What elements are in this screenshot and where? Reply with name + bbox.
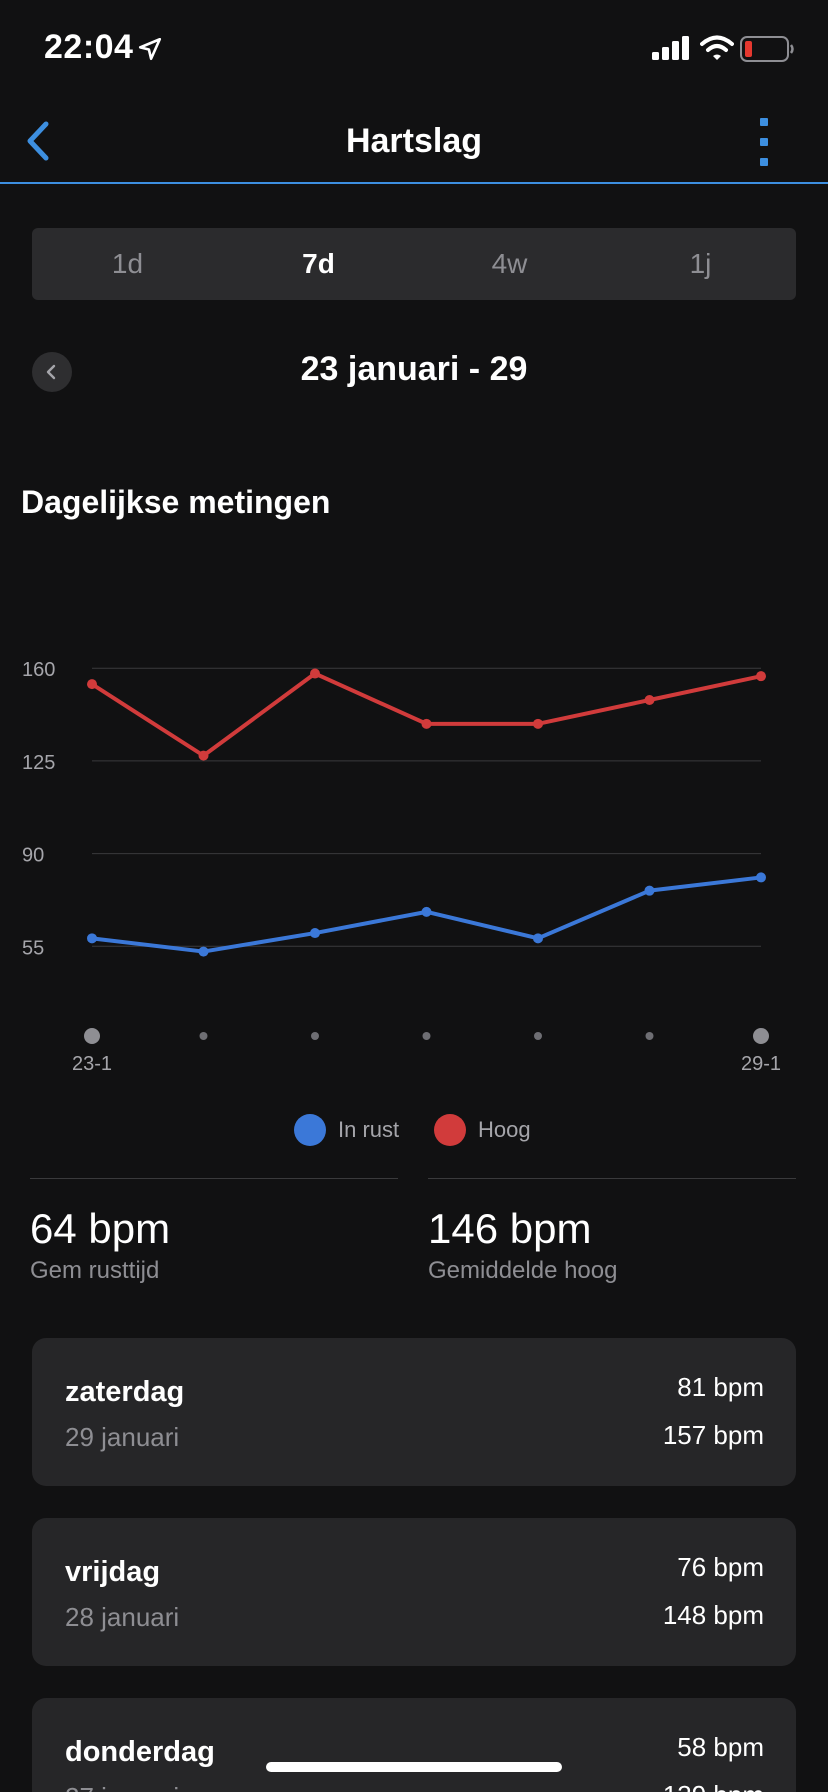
y-tick-label: 160 [22,659,55,681]
y-tick-label: 125 [22,752,55,774]
legend-rest-label: In rust [338,1117,400,1142]
heart-rate-chart: 160 125 90 55 23-1 29-1 [22,659,781,1075]
series-line [90,671,763,758]
x-tick-label: 23-1 [72,1053,112,1075]
legend-item-rest: In rust [294,1112,399,1148]
day-rest-value: 81 bpm [677,1372,764,1402]
stat-average-high: 146 bpm Gemiddelde hoog [428,1178,796,1285]
data-point [87,679,97,690]
day-rest-value: 58 bpm [677,1732,764,1762]
day-high-value: 157 bpm [662,1420,764,1450]
day-card[interactable]: zaterdag 29 januari 81 bpm 157 bpm [32,1338,796,1486]
previous-period-button[interactable] [32,352,72,392]
wifi-icon [700,35,734,60]
status-time: 22:04 [44,28,134,66]
y-tick-label: 55 [22,937,44,959]
data-point [87,933,97,944]
day-name: zaterdag [65,1376,185,1408]
stat-label: Gem rusttijd [30,1257,160,1284]
x-axis-marker [645,1032,654,1040]
stat-value: 146 bpm [428,1205,592,1252]
x-axis-marker [753,1028,769,1044]
data-point [310,668,320,679]
x-axis-marker [534,1032,542,1040]
location-arrow-icon [138,37,162,61]
data-point [421,718,432,729]
more-options-icon[interactable] [752,114,776,170]
page-title: Hartslag [345,122,483,160]
legend-rest-swatch [294,1114,326,1146]
day-high-value: 148 bpm [662,1600,764,1630]
back-chevron-icon[interactable] [18,114,62,168]
tab-1d[interactable]: 1d [111,248,144,279]
day-card[interactable]: donderdag 27 januari 58 bpm 139 bpm [32,1698,796,1792]
x-tick-label: 29-1 [741,1053,781,1075]
day-date: 29 januari [65,1422,180,1452]
day-date: 28 januari [65,1602,180,1632]
data-point [644,885,655,896]
legend-high-label: Hoog [478,1117,531,1142]
chart-legend: In rust Hoog [0,1112,828,1148]
stat-average-rest: 64 bpm Gem rusttijd [30,1178,398,1285]
day-high-value: 139 bpm [663,1780,764,1792]
data-point [198,946,209,957]
x-axis-marker [311,1032,319,1040]
home-indicator [266,1762,562,1772]
section-title: Dagelijkse metingen [21,484,331,520]
stat-value: 64 bpm [30,1205,171,1252]
y-tick-label: 90 [22,845,44,867]
period-selector: 1d 7d 4w 1j [32,228,796,300]
tab-4w[interactable]: 4w [491,248,528,279]
day-name: donderdag [65,1736,215,1768]
tab-7d[interactable]: 7d [302,248,335,279]
x-axis-marker [422,1032,431,1040]
status-bar: 22:04 [0,0,828,100]
data-point [198,750,209,761]
stat-label: Gemiddelde hoog [428,1257,618,1284]
battery-low-icon [740,36,794,62]
x-axis-marker [84,1028,100,1044]
legend-item-high: Hoog [434,1112,531,1148]
data-point [421,906,432,917]
x-axis-marker [199,1032,208,1040]
day-card[interactable]: vrijdag 28 januari 76 bpm 148 bpm [32,1518,796,1666]
day-rest-value: 76 bpm [677,1552,764,1582]
data-point [310,928,320,939]
chevron-left-icon [46,364,56,380]
tab-1j[interactable]: 1j [689,248,712,279]
data-point [756,671,766,682]
data-point [533,933,543,944]
data-point [533,718,543,729]
navigation-bar: Hartslag [0,100,828,184]
data-point [644,695,655,706]
cellular-signal-icon [652,36,689,60]
day-date: 27 januari [65,1782,179,1792]
data-point [756,872,766,883]
legend-high-swatch [434,1114,466,1146]
day-name: vrijdag [65,1556,161,1588]
date-range: 23 januari - 29 [300,350,528,388]
